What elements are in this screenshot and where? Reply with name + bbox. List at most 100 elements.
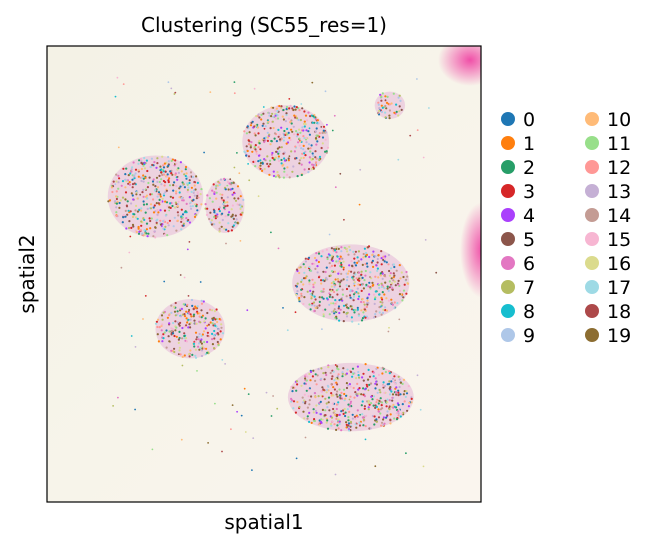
data-point bbox=[326, 427, 330, 430]
data-point bbox=[347, 403, 350, 406]
data-point bbox=[395, 110, 398, 113]
data-point bbox=[377, 373, 380, 376]
data-point bbox=[375, 380, 378, 383]
data-point bbox=[174, 159, 177, 162]
data-point bbox=[187, 295, 190, 297]
data-point bbox=[401, 382, 404, 385]
data-point bbox=[186, 303, 189, 306]
data-point bbox=[200, 354, 204, 358]
data-point bbox=[133, 175, 136, 178]
data-point bbox=[311, 278, 314, 281]
data-point bbox=[340, 298, 343, 301]
data-point bbox=[375, 420, 378, 423]
data-point bbox=[325, 266, 328, 269]
data-point bbox=[381, 272, 384, 275]
data-point bbox=[140, 167, 143, 171]
data-point bbox=[278, 138, 282, 141]
data-point bbox=[200, 334, 203, 337]
data-point bbox=[292, 165, 295, 168]
data-point bbox=[342, 304, 346, 307]
data-point bbox=[192, 342, 196, 345]
data-point bbox=[357, 283, 360, 286]
data-point bbox=[153, 230, 156, 233]
data-point bbox=[311, 262, 314, 265]
data-point bbox=[377, 408, 380, 411]
data-point bbox=[154, 226, 157, 229]
data-point bbox=[126, 213, 129, 216]
data-point bbox=[274, 175, 277, 178]
data-point bbox=[376, 267, 379, 270]
data-point bbox=[171, 204, 174, 208]
legend-label-8: 8 bbox=[523, 301, 535, 323]
data-point bbox=[311, 81, 314, 84]
legend-label-13: 13 bbox=[607, 181, 631, 203]
data-point bbox=[183, 313, 186, 316]
data-point bbox=[337, 305, 341, 308]
data-point bbox=[124, 191, 128, 194]
data-point bbox=[185, 317, 188, 320]
data-point bbox=[386, 401, 389, 404]
data-point bbox=[333, 308, 336, 311]
data-point bbox=[353, 253, 356, 256]
data-point bbox=[222, 199, 225, 202]
data-point bbox=[327, 366, 330, 369]
data-point bbox=[333, 312, 336, 315]
data-point bbox=[186, 190, 189, 193]
data-point bbox=[177, 171, 180, 174]
data-point bbox=[139, 229, 142, 232]
data-point bbox=[159, 223, 163, 226]
data-point bbox=[368, 293, 371, 296]
data-point bbox=[247, 155, 251, 158]
data-point bbox=[288, 155, 291, 158]
data-point bbox=[179, 161, 182, 164]
data-point bbox=[158, 198, 161, 201]
data-point bbox=[163, 209, 167, 212]
data-point bbox=[357, 392, 360, 395]
data-point bbox=[193, 345, 196, 348]
data-point bbox=[375, 367, 378, 370]
data-point bbox=[359, 413, 361, 416]
data-point bbox=[384, 370, 387, 374]
data-point bbox=[202, 347, 205, 350]
legend-label-9: 9 bbox=[523, 325, 535, 347]
data-point bbox=[133, 182, 136, 185]
data-point bbox=[356, 256, 359, 259]
data-point bbox=[405, 292, 408, 295]
data-point bbox=[377, 283, 380, 287]
data-point bbox=[322, 297, 325, 300]
data-point bbox=[268, 112, 271, 115]
data-point bbox=[320, 146, 323, 150]
data-point bbox=[330, 392, 333, 395]
data-point bbox=[309, 293, 312, 296]
data-point bbox=[398, 110, 401, 113]
data-point bbox=[377, 103, 380, 106]
data-point bbox=[162, 170, 165, 173]
data-point bbox=[358, 275, 361, 278]
data-point bbox=[173, 216, 176, 219]
data-point bbox=[388, 393, 392, 396]
data-point bbox=[330, 310, 334, 313]
data-point bbox=[228, 182, 231, 185]
data-point bbox=[356, 308, 359, 311]
data-point bbox=[336, 375, 339, 378]
data-point bbox=[306, 415, 309, 418]
data-point bbox=[182, 224, 185, 227]
data-point bbox=[162, 311, 165, 314]
data-point bbox=[206, 340, 209, 344]
legend-marker-17 bbox=[585, 280, 599, 294]
data-point bbox=[298, 405, 301, 409]
data-point bbox=[349, 305, 352, 308]
data-point bbox=[222, 206, 226, 209]
data-point bbox=[295, 457, 298, 460]
data-point bbox=[302, 156, 305, 159]
data-point bbox=[348, 264, 351, 267]
data-point bbox=[209, 221, 212, 224]
data-point bbox=[154, 185, 157, 188]
data-point bbox=[337, 280, 340, 283]
data-point bbox=[160, 329, 163, 332]
data-point bbox=[376, 269, 379, 272]
data-point bbox=[217, 208, 221, 211]
data-point bbox=[189, 171, 193, 174]
data-point bbox=[151, 163, 154, 167]
data-point bbox=[206, 311, 209, 315]
